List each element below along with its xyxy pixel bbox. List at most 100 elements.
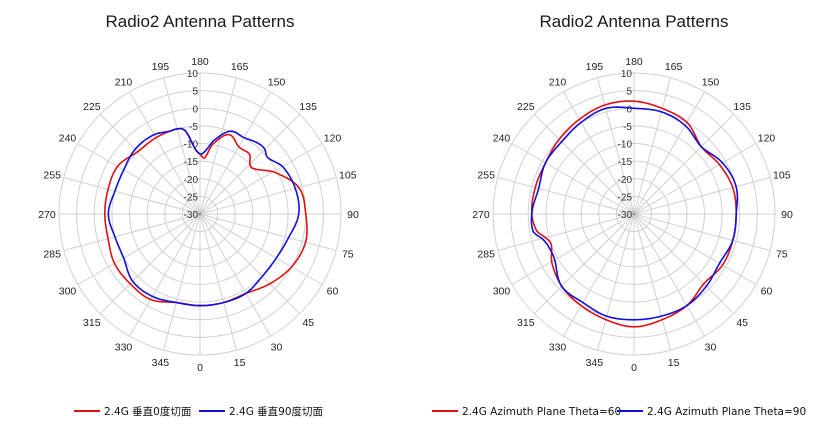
- theta-tick-label: 285: [477, 249, 495, 261]
- grid-spoke: [511, 143, 635, 215]
- theta-tick-label: 285: [43, 249, 61, 261]
- r-tick-label: -10: [184, 140, 199, 151]
- r-tick-label: -25: [618, 192, 633, 203]
- grid-spoke: [533, 113, 635, 215]
- series-line-a: [104, 127, 308, 307]
- theta-tick-label: 105: [339, 169, 357, 181]
- grid-spoke: [77, 213, 201, 285]
- grid-spoke: [99, 113, 201, 215]
- theta-tick-label: 30: [271, 342, 283, 354]
- theta-tick-label: 330: [549, 342, 567, 354]
- r-tick-label: -15: [618, 157, 633, 168]
- grid-spoke: [497, 213, 635, 251]
- polar-grid: [58, 72, 342, 356]
- series-line-a: [530, 100, 737, 328]
- theta-tick-label: 225: [83, 101, 101, 113]
- theta-tick-label: 15: [668, 357, 680, 369]
- theta-tick-label: 270: [472, 209, 490, 221]
- grid-spoke: [633, 177, 771, 215]
- grid-spoke: [563, 91, 635, 215]
- r-tick-label: -20: [184, 175, 199, 186]
- theta-tick-label: 195: [586, 61, 604, 73]
- theta-tick-label: 105: [773, 169, 791, 181]
- grid-spoke: [511, 213, 635, 285]
- r-tick-label: 5: [626, 87, 632, 98]
- theta-tick-label: 120: [324, 133, 342, 145]
- grid-spoke: [63, 177, 201, 215]
- r-tick-label: -10: [618, 140, 633, 151]
- grid-spoke: [633, 213, 671, 351]
- theta-tick-label: 345: [152, 357, 170, 369]
- theta-tick-label: 165: [665, 61, 683, 73]
- theta-tick-label: 315: [517, 317, 535, 329]
- polar-chart-right: Radio2 Antenna Patterns 0 153045607590105…: [472, 12, 793, 374]
- grid-spoke: [633, 213, 757, 285]
- theta-tick-label: 225: [517, 101, 535, 113]
- theta-tick-label: 0: [631, 362, 637, 374]
- r-tick-label: -25: [184, 192, 199, 203]
- theta-tick-label: 255: [477, 169, 495, 181]
- theta-tick-label: 270: [38, 209, 56, 221]
- theta-tick-label: 90: [781, 209, 793, 221]
- theta-tick-label: 30: [705, 342, 717, 354]
- polar-chart-left: Radio2 Antenna Patterns 0 153045607590105…: [38, 12, 359, 374]
- theta-tick-label: 180: [191, 56, 209, 68]
- grid-spoke: [77, 143, 201, 215]
- theta-tick-label: 165: [231, 61, 249, 73]
- center-dot: [198, 212, 202, 216]
- r-tick-label: -20: [618, 175, 633, 186]
- theta-tick-label: 75: [342, 249, 354, 261]
- r-tick-label: -5: [189, 122, 198, 133]
- theta-tick-label: 255: [43, 169, 61, 181]
- grid-spoke: [633, 77, 671, 215]
- grid-spoke: [633, 213, 771, 251]
- theta-tick-label: 60: [761, 286, 773, 298]
- grid-spoke: [199, 177, 337, 215]
- legend-label: 2.4G 垂直0度切面: [104, 405, 191, 418]
- theta-tick-label: 0: [197, 362, 203, 374]
- theta-tick-label: 150: [702, 77, 720, 89]
- grid-spoke: [633, 91, 705, 215]
- grid-spoke: [199, 213, 237, 351]
- grid-spoke: [163, 213, 201, 351]
- grid-spoke: [199, 213, 337, 251]
- r-tick-label: -5: [623, 122, 632, 133]
- theta-tick-label: 75: [776, 249, 788, 261]
- theta-tick-label: 240: [493, 133, 511, 145]
- theta-tick-label: 300: [493, 286, 511, 298]
- legend-label: 2.4G Azimuth Plane Theta=60: [462, 406, 621, 418]
- theta-tick-label: 135: [733, 101, 751, 113]
- theta-tick-label: 180: [625, 56, 643, 68]
- grid-spoke: [633, 113, 735, 215]
- theta-tick-label: 90: [347, 209, 359, 221]
- r-tick-label: 10: [187, 69, 199, 80]
- theta-tick-label: 330: [115, 342, 133, 354]
- grid-spoke: [633, 213, 735, 315]
- grid-spoke: [199, 213, 271, 337]
- grid-spoke: [163, 77, 201, 215]
- legend-left: 2.4G 垂直0度切面 2.4G 垂直90度切面: [74, 405, 323, 418]
- grid-spoke: [563, 213, 635, 337]
- grid-spoke: [99, 213, 201, 315]
- r-tick-label: 0: [626, 104, 632, 115]
- grid-spoke: [633, 143, 757, 215]
- theta-tick-label: 210: [115, 77, 133, 89]
- legend-label: 2.4G Azimuth Plane Theta=90: [647, 406, 806, 418]
- grid-spoke: [63, 213, 201, 251]
- r-tick-label: 5: [192, 87, 198, 98]
- r-tick-label: 10: [621, 69, 633, 80]
- grid-spoke: [497, 177, 635, 215]
- grid-spoke: [129, 91, 201, 215]
- r-tick-label: -30: [618, 210, 633, 221]
- theta-tick-label: 345: [586, 357, 604, 369]
- theta-tick-label: 15: [234, 357, 246, 369]
- theta-tick-label: 195: [152, 61, 170, 73]
- grid-spoke: [199, 91, 271, 215]
- grid-spoke: [129, 213, 201, 337]
- theta-tick-label: 210: [549, 77, 567, 89]
- chart-title: Radio2 Antenna Patterns: [539, 12, 728, 31]
- grid-spoke: [533, 213, 635, 315]
- grid-spoke: [633, 213, 705, 337]
- legend-label: 2.4G 垂直90度切面: [229, 405, 323, 418]
